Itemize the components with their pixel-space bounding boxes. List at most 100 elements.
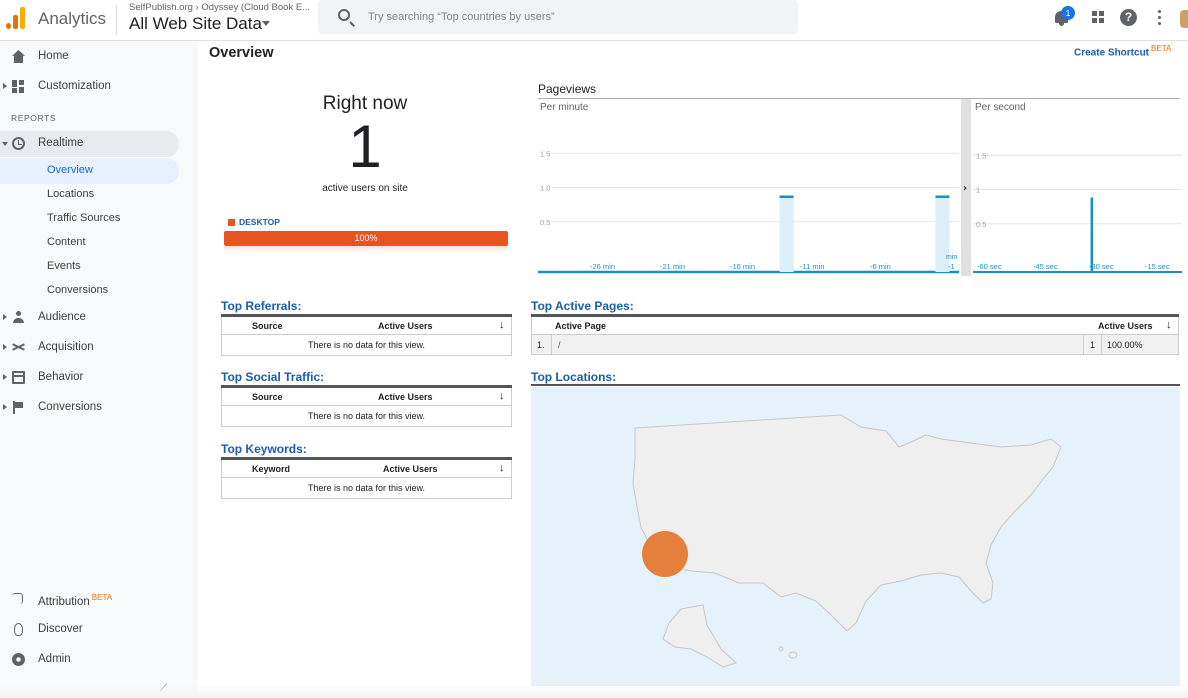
per-second-label: Per second <box>975 102 1026 113</box>
sidebar-item-events[interactable]: Events <box>0 254 198 280</box>
active-users-column-header[interactable]: Active Users <box>383 464 438 474</box>
source-column-header[interactable]: Source <box>252 392 283 402</box>
dashboard-icon <box>12 80 25 93</box>
x-tick-label: -6 min <box>870 262 891 271</box>
search-icon <box>338 9 350 21</box>
locations-map[interactable] <box>531 387 1180 686</box>
sort-arrow-icon[interactable]: ↓ <box>499 319 505 331</box>
row-users: 1 <box>1090 340 1096 350</box>
y-tick-label: 0.5 <box>540 218 550 227</box>
sidebar-item-label: Realtime <box>38 137 84 149</box>
top-social-title: Top Social Traffic: <box>221 370 325 384</box>
sidebar-item-home[interactable]: Home <box>0 44 198 70</box>
x-tick-label: -26 min <box>590 262 615 271</box>
sidebar-item-label: Acquisition <box>38 341 94 353</box>
device-bar-shadow <box>224 246 508 253</box>
help-icon[interactable]: ? <box>1120 9 1137 26</box>
apps-grid-icon[interactable] <box>1090 8 1110 28</box>
caret-down-icon[interactable] <box>262 21 270 26</box>
sidebar-item-traffic-sources[interactable]: Traffic Sources <box>0 206 198 232</box>
sidebar-item-label: Conversions <box>38 401 102 413</box>
sidebar-item-label: Events <box>47 260 81 272</box>
sort-arrow-icon[interactable]: ↓ <box>1166 319 1172 331</box>
keyword-column-header[interactable]: Keyword <box>252 464 291 474</box>
sidebar-item-label: Locations <box>47 188 95 200</box>
device-share-bar[interactable]: 100% <box>224 231 508 246</box>
account-breadcrumb[interactable]: SelfPublish.org › Odyssey (Cloud Book E.… <box>129 2 311 13</box>
active-users-column-header[interactable]: Active Users <box>378 392 433 402</box>
sidebar-item-label: Conversions <box>47 284 109 296</box>
right-now-panel: Right now 1 active users on site <box>221 93 509 194</box>
column-divider <box>1101 335 1102 354</box>
sort-arrow-icon[interactable]: ↓ <box>499 462 505 474</box>
sidebar-item-conversions[interactable]: Conversions <box>0 395 198 421</box>
device-swatch <box>228 219 235 226</box>
hawaii-island <box>778 646 784 652</box>
expand-arrow-icon <box>3 314 7 320</box>
expand-arrow-icon <box>3 374 7 380</box>
sidebar-item-admin[interactable]: Admin <box>0 647 198 673</box>
top-active-pages-title: Top Active Pages: <box>531 299 634 313</box>
analytics-logo-icon[interactable] <box>6 7 26 29</box>
device-legend: DESKTOP <box>228 217 280 227</box>
x-tick-label: -15 sec <box>1145 262 1170 271</box>
active-page-link[interactable]: / <box>558 340 561 350</box>
sidebar-item-audience[interactable]: Audience <box>0 305 198 331</box>
x-tick-unit-label: min <box>946 254 957 261</box>
search-input[interactable]: Try searching “Top countries by users” <box>368 11 555 23</box>
sidebar-item-realtime-conversions[interactable]: Conversions <box>0 278 198 304</box>
expand-chart-chevron-icon[interactable]: › <box>963 183 967 194</box>
per-minute-label: Per minute <box>540 102 589 113</box>
alaska-outline <box>662 604 737 668</box>
sidebar-item-label: Admin <box>38 653 71 665</box>
sidebar-item-attribution[interactable]: Attribution BETA <box>0 587 198 613</box>
sidebar-item-customization[interactable]: Customization <box>0 74 198 100</box>
table-row[interactable]: 1. / 1 100.00% <box>531 335 1179 355</box>
sidebar-item-label: Attribution BETA <box>38 593 112 608</box>
active-users-column-header[interactable]: Active Users <box>1098 321 1153 331</box>
chart-panel-separator <box>961 99 971 276</box>
y-tick-label: 1.5 <box>976 151 986 160</box>
main-content: Overview Create Shortcut BETA Right now 1… <box>198 41 1188 698</box>
view-selector[interactable]: All Web Site Data <box>129 14 262 33</box>
sort-arrow-icon[interactable]: ↓ <box>499 390 505 402</box>
sidebar-item-locations[interactable]: Locations <box>0 182 198 208</box>
home-icon <box>12 50 25 63</box>
location-bubble[interactable] <box>642 531 688 577</box>
active-page-column-header[interactable]: Active Page <box>555 321 607 331</box>
source-column-header[interactable]: Source <box>252 321 283 331</box>
table-header: Keyword Active Users ↓ <box>221 460 512 478</box>
bar-shade <box>779 195 794 272</box>
row-percent: 100.00% <box>1107 340 1143 350</box>
top-keywords-title: Top Keywords: <box>221 442 307 456</box>
bar <box>1090 197 1094 272</box>
active-users-caption: active users on site <box>322 183 408 194</box>
sidebar-item-label: Traffic Sources <box>47 212 121 224</box>
expand-arrow-icon <box>3 404 7 410</box>
table-header: Source Active Users ↓ <box>221 317 512 335</box>
more-vert-icon[interactable] <box>1153 8 1165 28</box>
sidebar-item-behavior[interactable]: Behavior <box>0 365 198 391</box>
sidebar-item-acquisition[interactable]: Acquisition <box>0 335 198 361</box>
x-tick-label: -45 sec <box>1033 262 1058 271</box>
top-locations-title: Top Locations: <box>531 370 617 384</box>
sidebar-item-label: Discover <box>38 623 83 635</box>
top-referrals-title: Top Referrals: <box>221 299 302 313</box>
top-bar: Analytics SelfPublish.org › Odyssey (Clo… <box>0 0 1188 41</box>
sidebar-item-overview[interactable]: Overview <box>0 158 179 184</box>
behavior-icon <box>12 371 25 384</box>
create-shortcut-link[interactable]: Create Shortcut BETA <box>1074 44 1171 58</box>
table-header: Active Page Active Users ↓ <box>531 317 1179 335</box>
search-bar[interactable]: Try searching “Top countries by users” <box>318 0 798 34</box>
y-tick-label: 1.0 <box>540 184 550 193</box>
active-users-column-header[interactable]: Active Users <box>378 321 433 331</box>
pageviews-title: Pageviews <box>538 82 597 96</box>
sidebar-item-realtime[interactable]: Realtime <box>0 131 179 157</box>
gear-icon <box>12 653 25 666</box>
expand-arrow-icon <box>3 344 7 350</box>
sidebar-item-content[interactable]: Content <box>0 230 198 256</box>
app-name[interactable]: Analytics <box>38 9 107 28</box>
avatar[interactable] <box>1180 10 1188 28</box>
sidebar-item-discover[interactable]: Discover <box>0 617 198 643</box>
beta-badge: BETA <box>91 593 113 602</box>
